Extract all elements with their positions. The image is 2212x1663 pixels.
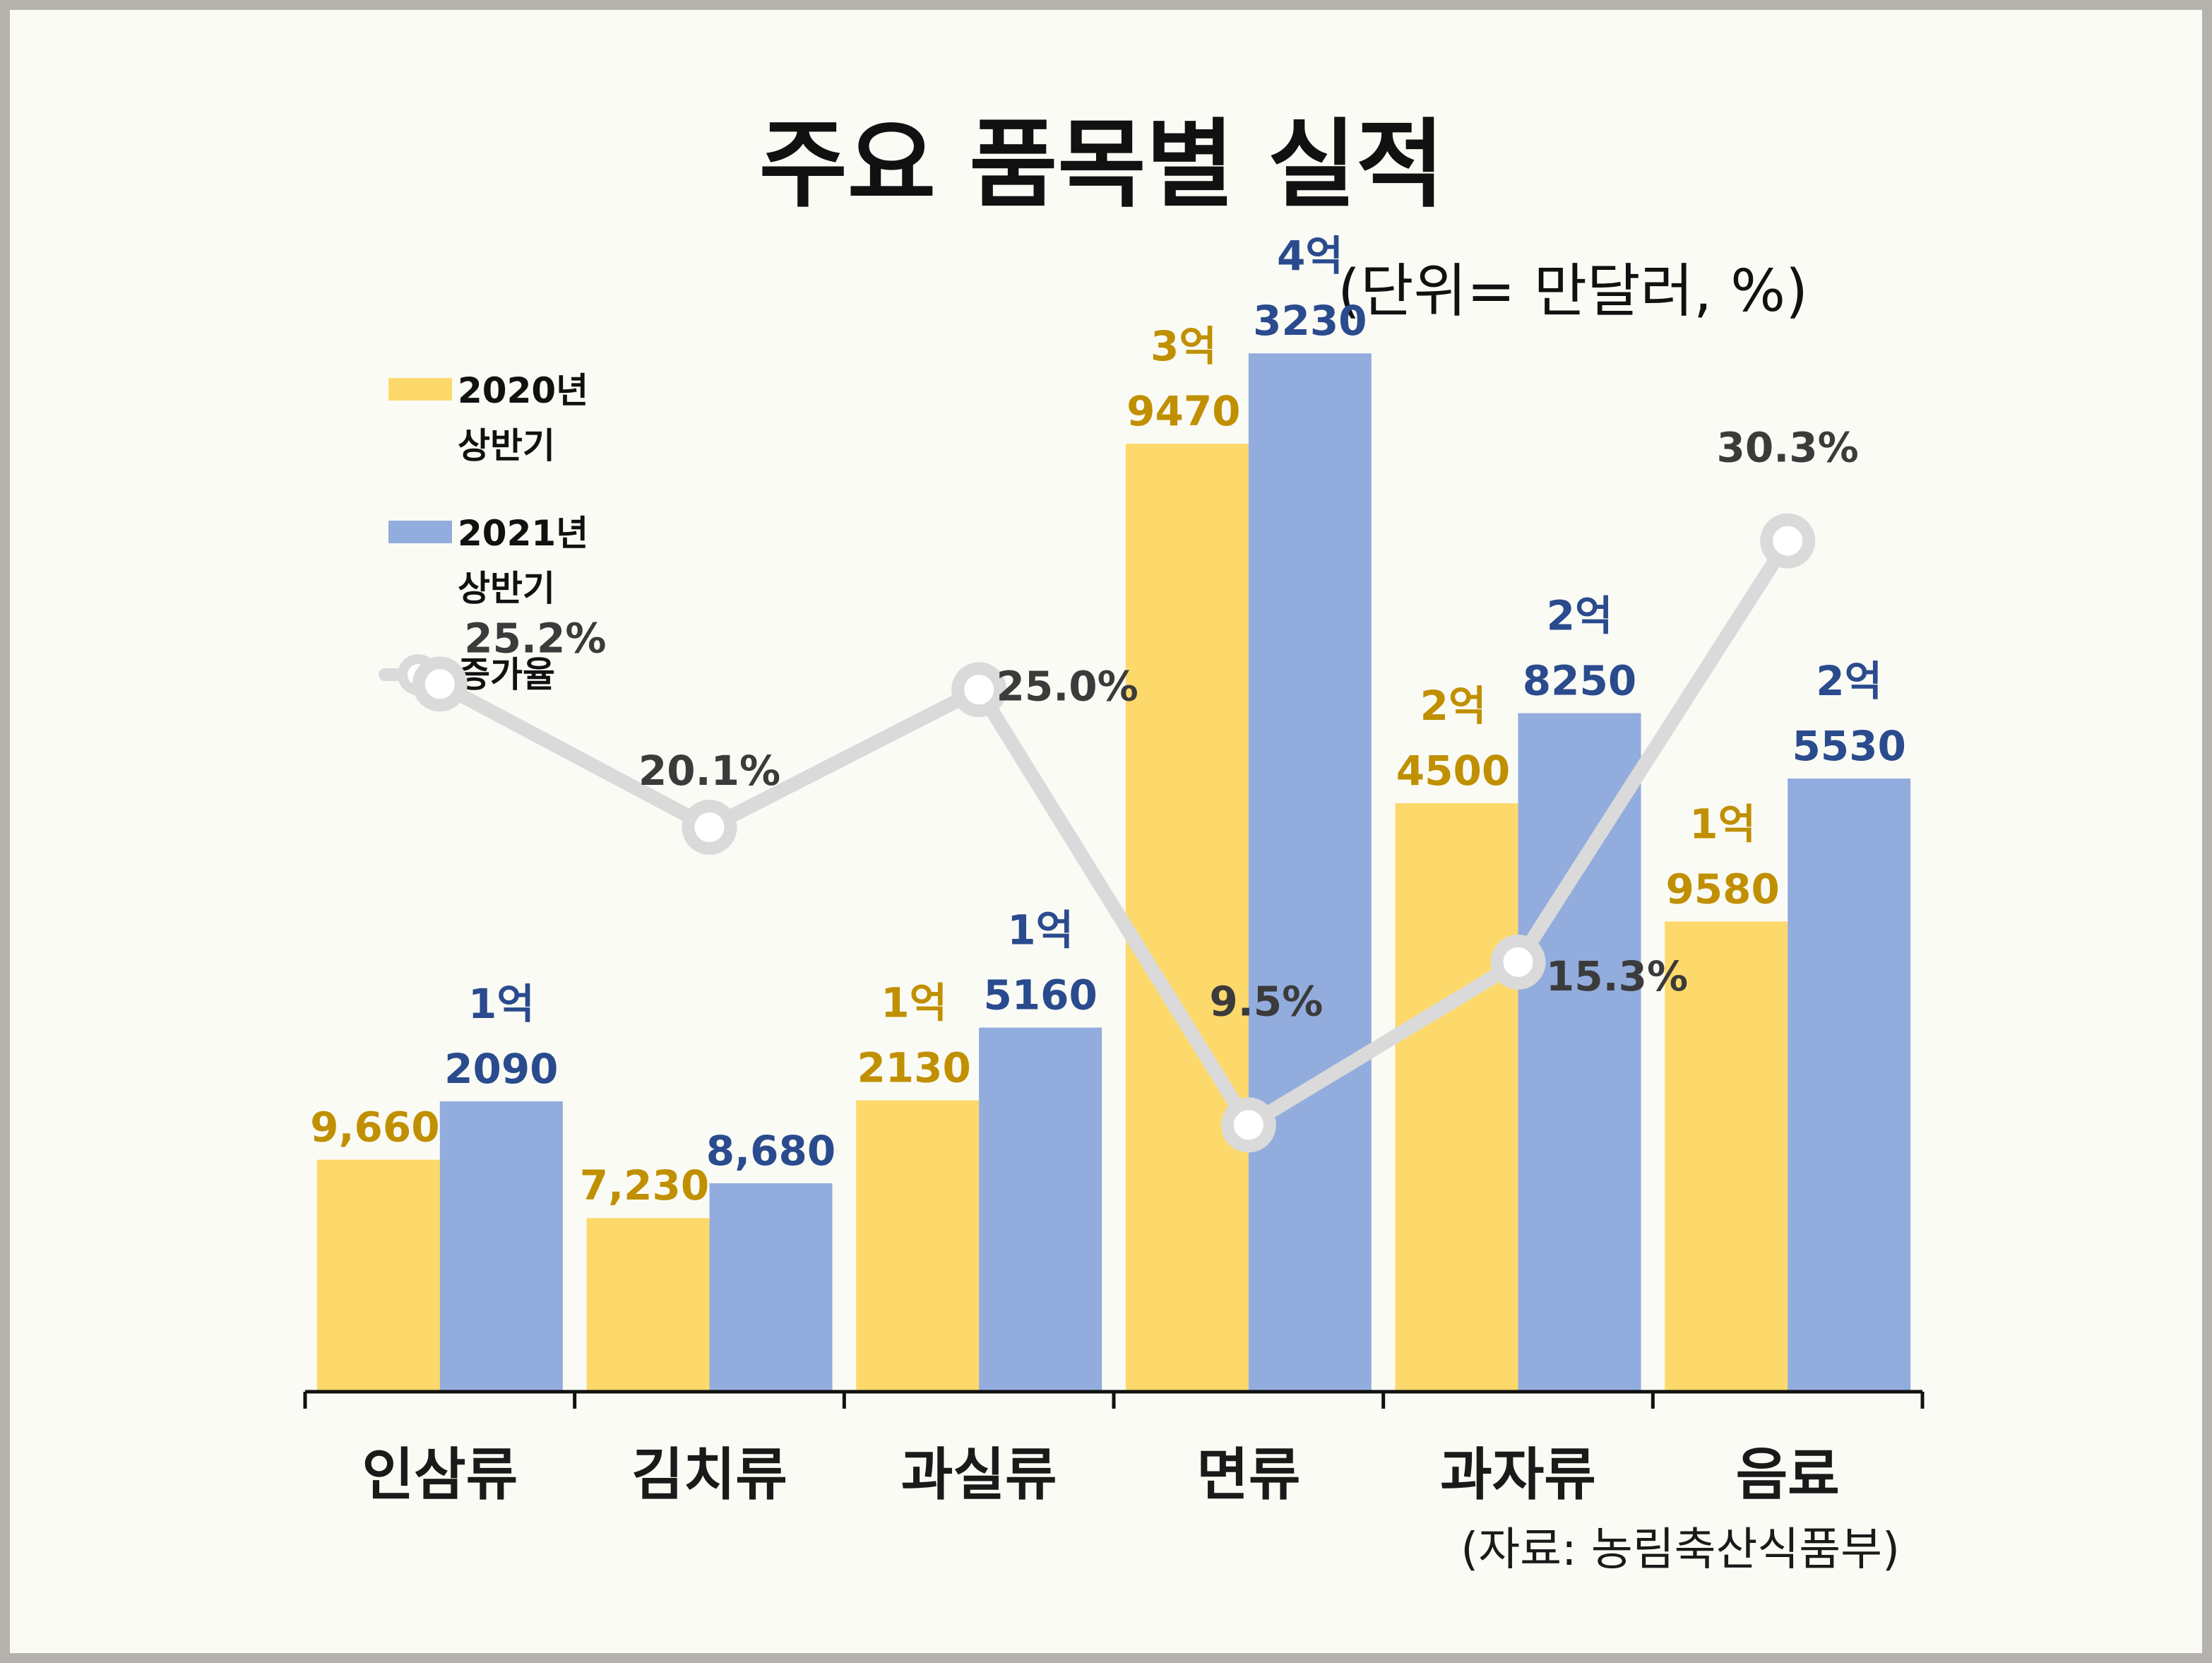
data-label-2021: 5160	[983, 971, 1097, 1019]
x-tick-label: 음료	[1736, 1442, 1840, 1508]
rate-point	[1760, 513, 1816, 569]
bar-2020	[1395, 803, 1518, 1392]
bar-2021	[979, 1027, 1102, 1392]
x-tick-label: 과실류	[901, 1442, 1057, 1508]
data-label-2021: 3230	[1253, 297, 1367, 345]
rate-label: 25.0%	[997, 662, 1138, 710]
bar-2021	[1788, 778, 1911, 1392]
legend-label-2021-line1: 2021년	[458, 513, 588, 554]
source-note: (자료: 농림축산식품부)	[1461, 1524, 1900, 1576]
rate-label: 20.1%	[638, 747, 780, 795]
chart-title: 주요 품목별 실적	[759, 110, 1445, 221]
data-label-2020: 9580	[1665, 865, 1779, 913]
data-label-2021: 1억	[1007, 906, 1074, 954]
data-label-2020: 1억	[881, 979, 947, 1027]
bar-2021	[709, 1183, 833, 1392]
data-label-2020: 2억	[1420, 682, 1487, 730]
unit-label: (단위= 만달러, %)	[1338, 258, 1808, 325]
data-label-2021: 1억	[468, 980, 535, 1028]
rate-point	[951, 662, 1007, 718]
x-tick-label: 인삼류	[362, 1442, 518, 1508]
legend-label-2020-line2: 상반기	[458, 425, 555, 466]
rate-point	[682, 800, 737, 856]
bar-2020	[586, 1218, 710, 1392]
bar-2021	[1518, 713, 1641, 1392]
data-label-2021: 5530	[1792, 722, 1905, 770]
bars-layer	[316, 353, 1911, 1392]
legend: 2020년 상반기 2021년 상반기 증가율	[379, 370, 588, 695]
x-tick-label: 면류	[1196, 1442, 1300, 1508]
bar-2021	[1248, 353, 1372, 1392]
legend-label-2020-line1: 2020년	[458, 370, 588, 411]
data-label-2021: 2090	[444, 1045, 558, 1093]
data-label-2020: 1억	[1689, 800, 1756, 848]
rate-label: 15.3%	[1546, 952, 1688, 1000]
rate-point	[1220, 1097, 1276, 1153]
rate-label: 30.3%	[1717, 424, 1859, 472]
legend-swatch-2020	[388, 378, 452, 401]
bar-2020	[316, 1159, 440, 1392]
rate-line	[432, 533, 1795, 1132]
legend-swatch-2021	[388, 521, 452, 543]
legend-label-rate: 증가율	[458, 654, 555, 695]
data-label-2021: 4억	[1277, 232, 1343, 280]
data-label-2020: 9470	[1126, 387, 1240, 435]
bar-2020	[856, 1100, 980, 1392]
bar-2020	[1665, 921, 1788, 1392]
data-label-2020: 9,660	[310, 1103, 439, 1152]
x-tick-label: 과자류	[1440, 1442, 1596, 1508]
rate-point	[1490, 934, 1546, 990]
data-label-2020: 3억	[1150, 322, 1217, 370]
data-label-2021: 8250	[1523, 657, 1636, 705]
rate-label: 9.5%	[1209, 977, 1323, 1025]
data-label-2020: 2130	[857, 1044, 970, 1092]
data-label-2021: 8,680	[706, 1127, 836, 1175]
rate-point	[412, 656, 468, 712]
data-label-2021: 2억	[1816, 657, 1882, 705]
x-tick-label: 김치류	[631, 1442, 787, 1508]
bar-2021	[439, 1101, 563, 1392]
rate-line-layer	[412, 513, 1816, 1153]
data-label-2020: 4500	[1396, 747, 1510, 795]
data-label-2020: 7,230	[580, 1161, 709, 1209]
x-axis: 인삼류 김치류 과실류 면류 과자류 음료	[303, 1390, 1925, 1508]
legend-label-2021-line2: 상반기	[458, 568, 555, 609]
data-label-2021: 2억	[1547, 592, 1613, 640]
bar-2020	[1125, 444, 1249, 1392]
rate-label: 25.2%	[464, 614, 606, 662]
